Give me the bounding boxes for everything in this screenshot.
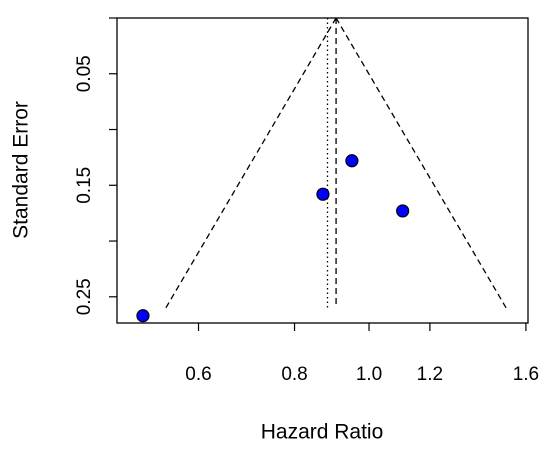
point	[345, 154, 359, 168]
funnel-upper	[335, 17, 507, 309]
x-tick-label: 1.2	[417, 364, 443, 385]
y-tick-label: 0.05	[74, 55, 95, 92]
point	[396, 204, 410, 218]
x-tick-label: 1.6	[513, 364, 539, 385]
y-axis-label: Standard Error	[10, 101, 33, 239]
y-tick-label: 0.25	[74, 278, 95, 315]
y-tick-label: 0.15	[74, 167, 95, 204]
point	[136, 309, 150, 323]
funnel-lower	[165, 17, 337, 309]
point	[316, 187, 330, 201]
x-tick-label: 0.8	[281, 364, 307, 385]
x-tick-label: 0.6	[185, 364, 211, 385]
x-axis-label: Hazard Ratio	[261, 421, 384, 444]
x-tick-label: 1.0	[356, 364, 382, 385]
plot-frame	[116, 17, 529, 324]
